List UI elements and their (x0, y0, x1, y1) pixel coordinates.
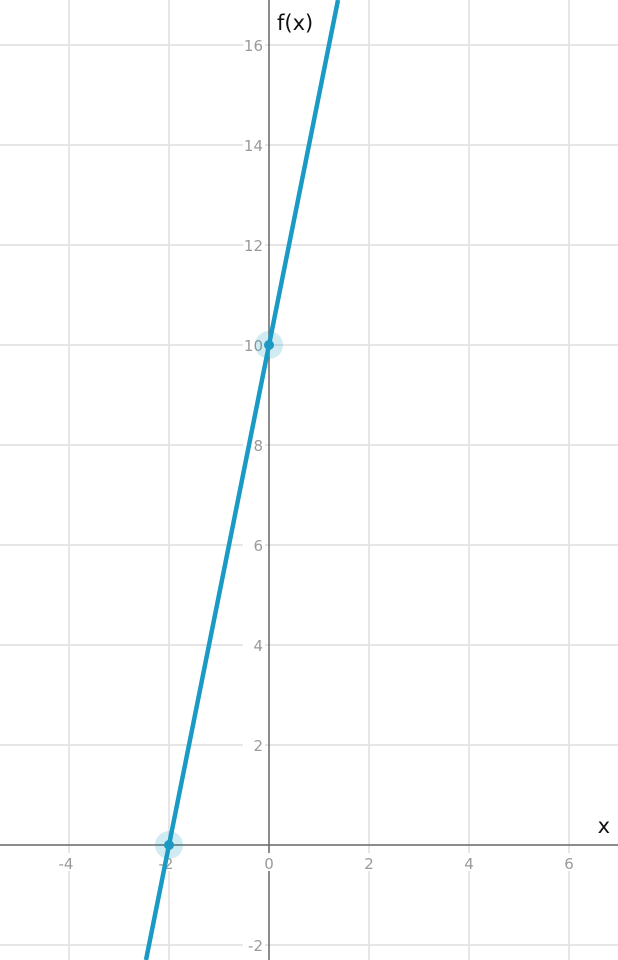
tick-bg (243, 535, 265, 555)
y-tick-label: -2 (248, 937, 263, 955)
tick-bg (243, 735, 265, 755)
tick-bg (359, 853, 379, 871)
series (143, 0, 341, 960)
tick-bg (559, 853, 579, 871)
x-tick-label: 2 (364, 855, 374, 873)
series-line[interactable] (143, 0, 341, 960)
tick-bg (243, 935, 265, 955)
x-tick-label: 4 (464, 855, 474, 873)
tick-bg (243, 35, 265, 55)
x-axis-label: x (598, 814, 610, 838)
y-tick-label: 4 (253, 637, 263, 655)
tick-bg (459, 853, 479, 871)
tick-bg (59, 853, 79, 871)
y-tick-label: 14 (244, 137, 263, 155)
data-point[interactable] (264, 340, 274, 350)
y-tick-label: 8 (253, 437, 263, 455)
y-tick-label: 12 (244, 237, 263, 255)
tick-bg (259, 853, 279, 871)
x-tick-label: 6 (564, 855, 574, 873)
y-tick-label: 6 (253, 537, 263, 555)
x-tick-label: -4 (59, 855, 74, 873)
y-tick-label: 10 (244, 337, 263, 355)
y-tick-label: 16 (244, 37, 263, 55)
tick-bg (243, 335, 265, 355)
y-axis-label: f(x) (277, 11, 313, 35)
tick-bg (243, 635, 265, 655)
y-tick-label: 2 (253, 737, 263, 755)
points[interactable] (155, 331, 283, 859)
tick-bg (243, 135, 265, 155)
x-tick-label: 0 (264, 855, 274, 873)
tick-bg (243, 235, 265, 255)
data-point[interactable] (164, 840, 174, 850)
